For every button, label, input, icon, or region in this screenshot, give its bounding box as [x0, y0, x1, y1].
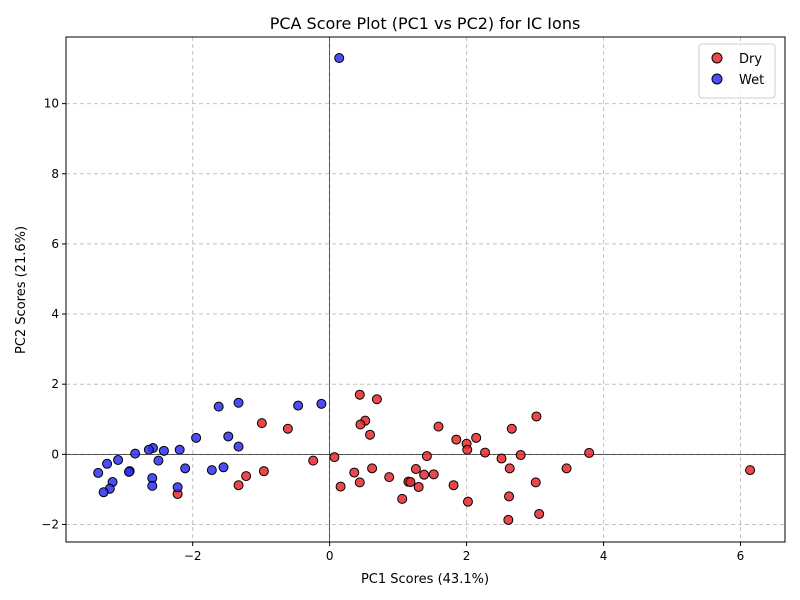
dry-point	[530, 477, 541, 488]
dry-point	[329, 452, 340, 463]
dry-point	[258, 466, 269, 477]
plot-frame	[65, 36, 786, 543]
wet-point	[293, 400, 304, 411]
dry-point	[371, 394, 382, 405]
wet-point	[143, 444, 154, 455]
wet-point	[233, 441, 244, 452]
y-tick-label: −2	[41, 517, 59, 531]
dry-point	[433, 421, 444, 432]
dry-point	[745, 465, 756, 476]
wet-point	[93, 467, 104, 478]
legend-box	[698, 43, 776, 99]
dry-point	[405, 477, 416, 488]
wet-point	[172, 482, 183, 493]
wet-point	[218, 462, 229, 473]
dry-point	[504, 491, 515, 502]
wet-point	[130, 448, 141, 459]
dry-point	[428, 469, 439, 480]
wet-point	[316, 398, 327, 409]
wet-point	[206, 465, 217, 476]
grid	[66, 37, 785, 542]
dry-point	[233, 480, 244, 491]
dry-point	[421, 451, 432, 462]
dry-point	[584, 447, 595, 458]
wet-point	[191, 432, 202, 443]
dry-point	[534, 508, 545, 519]
wet-point	[180, 463, 191, 474]
wet-point	[147, 480, 158, 491]
dry-point	[451, 434, 462, 445]
x-tick-label: 2	[463, 549, 471, 563]
wet-point	[102, 458, 113, 469]
wet-point	[334, 53, 345, 64]
dry-point	[282, 423, 293, 434]
y-tick-label: 4	[51, 307, 59, 321]
y-tick-label: 0	[51, 447, 59, 461]
wet-point	[233, 397, 244, 408]
x-tick-label: −2	[184, 549, 202, 563]
dry-point	[531, 411, 542, 422]
dry-point	[496, 453, 507, 464]
wet-point	[158, 445, 169, 456]
x-axis-label: PC1 Scores (43.1%)	[361, 572, 489, 587]
dry-point	[241, 471, 252, 482]
dry-point	[256, 418, 267, 429]
axis-ticks: −2 0 2 4 6 −2 0 2 4 6 8 10	[41, 97, 744, 563]
x-tick-label: 4	[600, 549, 608, 563]
y-tick-label: 10	[44, 97, 59, 111]
dry-point	[413, 481, 424, 492]
legend-marker-dry	[711, 52, 723, 64]
dry-point	[504, 463, 515, 474]
data-points	[93, 53, 756, 525]
wet-point	[174, 444, 185, 455]
dry-point	[367, 463, 378, 474]
dry-point	[462, 496, 473, 507]
legend-marker-wet	[711, 73, 723, 85]
dry-point	[308, 455, 319, 466]
wet-point	[123, 466, 134, 477]
dry-point	[410, 464, 421, 475]
dry-point	[354, 389, 365, 400]
wet-point	[213, 401, 224, 412]
dry-point	[462, 444, 473, 455]
dry-point	[506, 423, 517, 434]
wet-point	[153, 455, 164, 466]
chart-title: PCA Score Plot (PC1 vs PC2) for IC Ions	[270, 14, 581, 33]
dry-point	[355, 419, 366, 430]
y-tick-label: 2	[51, 377, 59, 391]
wet-point	[113, 454, 124, 465]
y-axis-label: PC2 Scores (21.6%)	[14, 226, 29, 354]
dry-point	[480, 447, 491, 458]
dry-point	[503, 514, 514, 525]
dry-point	[365, 429, 376, 440]
legend-label-dry: Dry	[739, 52, 762, 67]
wet-point	[223, 431, 234, 442]
zero-lines	[66, 37, 785, 542]
dry-point	[515, 450, 526, 461]
legend: Dry Wet	[698, 43, 776, 99]
dry-point	[335, 481, 346, 492]
y-tick-label: 8	[51, 167, 59, 181]
legend-label-wet: Wet	[739, 73, 764, 88]
dry-point	[397, 493, 408, 504]
dry-point	[561, 463, 572, 474]
dry-point	[448, 480, 459, 491]
dry-point	[471, 432, 482, 443]
wet-point	[98, 487, 109, 498]
x-tick-label: 0	[326, 549, 334, 563]
dry-point	[354, 477, 365, 488]
x-tick-label: 6	[737, 549, 745, 563]
dry-point	[349, 467, 360, 478]
y-tick-label: 6	[51, 237, 59, 251]
dry-point	[419, 469, 430, 480]
dry-point	[384, 472, 395, 483]
